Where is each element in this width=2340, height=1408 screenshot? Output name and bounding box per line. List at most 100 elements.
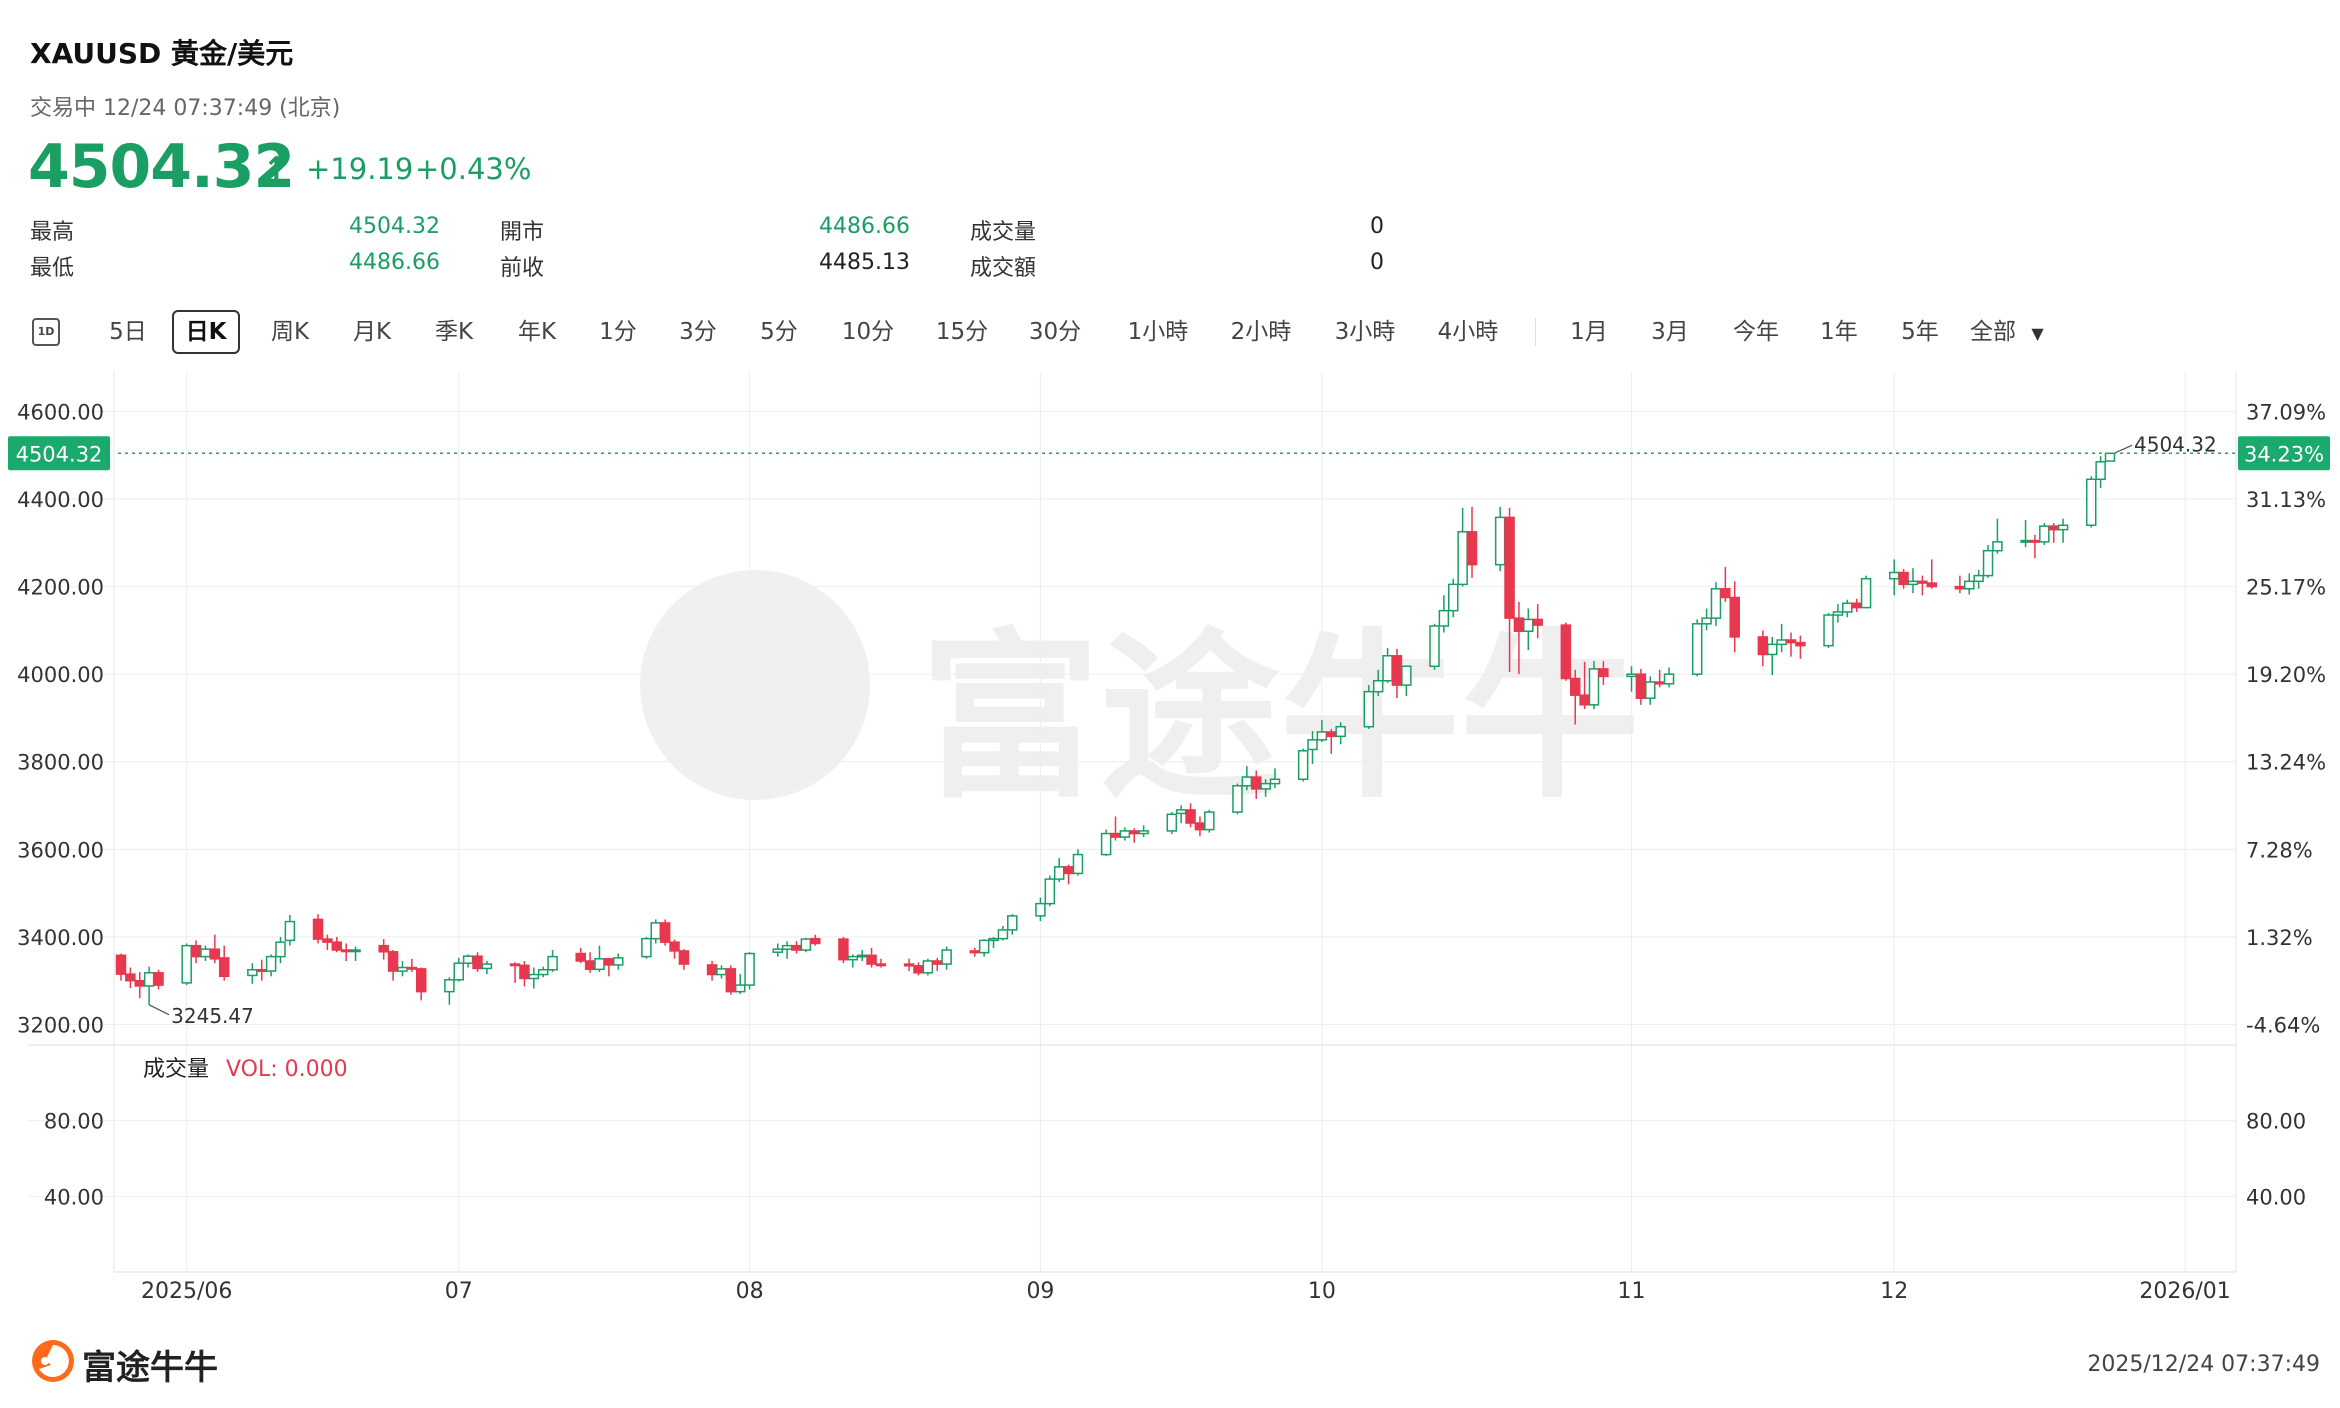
tab-15min[interactable]: 15分	[935, 319, 989, 345]
x-tick-label: 09	[1026, 1279, 1054, 1304]
tab-quarterly-k[interactable]: 季K	[434, 319, 474, 345]
candle-up	[1372, 679, 1384, 693]
candle-up	[2104, 452, 2116, 462]
price-chart: 富途牛牛 3200.00 -4.64% 3400.00 1.32% 3600.00 7.28…	[8, 372, 2330, 1304]
tab-1h[interactable]: 1小時	[1127, 319, 1189, 345]
watermark: 富途牛牛	[640, 570, 1640, 823]
tab-3min[interactable]: 3分	[679, 319, 717, 345]
candle-up	[1438, 609, 1450, 627]
candle-up	[1363, 690, 1375, 728]
tab-4h[interactable]: 4小時	[1437, 319, 1499, 345]
tab-yearly-k[interactable]: 年K	[517, 319, 557, 345]
candle-up	[800, 938, 812, 951]
candle-down	[669, 941, 680, 952]
candle-up	[200, 948, 211, 958]
last-pct-badge-label: 34.23%	[2244, 442, 2324, 466]
candle-down	[1954, 585, 1966, 590]
candle-down	[2029, 539, 2041, 543]
candle-up	[978, 939, 990, 954]
range-5y[interactable]: 5年	[1901, 319, 1939, 345]
tab-weekly-k[interactable]: 周K	[270, 319, 310, 345]
candle-up	[781, 944, 793, 950]
candle-down	[838, 938, 849, 961]
candle-down	[115, 954, 127, 975]
volume-label: 成交量	[970, 220, 1037, 245]
candle-up	[2020, 539, 2031, 543]
candle-down	[1654, 681, 1665, 685]
candle-up	[1072, 853, 1084, 875]
range-ytd[interactable]: 今年	[1733, 319, 1779, 345]
candle-down	[584, 960, 596, 971]
candle-down	[931, 960, 943, 965]
candle-up	[2095, 461, 2106, 481]
range-1y[interactable]: 1年	[1820, 319, 1858, 345]
high-label: 最高	[30, 220, 75, 245]
candle-up	[1588, 668, 1600, 706]
candle-up	[1776, 639, 1787, 646]
candle-down	[1466, 531, 1478, 566]
candle-down	[1504, 516, 1515, 619]
candle-up	[537, 968, 549, 976]
candle-up	[1973, 574, 1984, 583]
tab-2h[interactable]: 2小時	[1230, 319, 1292, 345]
candle-down	[706, 964, 718, 976]
candle-up	[1166, 813, 1178, 832]
candle-up	[1626, 673, 1637, 678]
tab-3h[interactable]: 3小時	[1334, 319, 1396, 345]
x-tick-label: 07	[445, 1279, 473, 1304]
volume-value: 0	[1370, 214, 1384, 239]
candle-up	[1523, 618, 1534, 632]
candle-down	[1635, 673, 1647, 699]
candle-up	[988, 937, 999, 942]
candle-down	[903, 963, 915, 967]
range-1m[interactable]: 1月	[1570, 319, 1608, 345]
tab-30min[interactable]: 30分	[1028, 319, 1082, 345]
candle-down	[1720, 588, 1731, 599]
candle-up	[1457, 531, 1468, 586]
candle-down	[1326, 731, 1337, 738]
candle-up	[744, 952, 755, 986]
candle-up	[181, 944, 192, 984]
candle-up	[1429, 625, 1440, 668]
candle-down	[218, 957, 230, 978]
calendar-1d-icon[interactable]: 1D	[32, 318, 60, 346]
candle-down	[1194, 822, 1206, 831]
candle-up	[1175, 809, 1187, 815]
tab-10min[interactable]: 10分	[841, 319, 895, 345]
volume-tick-label: 40.00	[44, 1185, 104, 1209]
candle-up	[2057, 524, 2069, 531]
price-tick-label: 3600.00	[17, 838, 104, 862]
candle-up	[1053, 866, 1065, 880]
candle-up	[1964, 580, 1975, 590]
volume-tick-label-right: 40.00	[2246, 1185, 2306, 1209]
candle-up	[1701, 617, 1712, 625]
candle-down	[256, 968, 267, 972]
tab-1min[interactable]: 1分	[599, 319, 637, 345]
range-all-dropdown[interactable]: 全部 ▼	[1970, 310, 2080, 354]
range-3m[interactable]: 3月	[1651, 319, 1689, 345]
candle-down	[1926, 582, 1937, 588]
prev-close-value: 4485.13	[819, 250, 910, 275]
period-toolbar: 1D 5日 日K 周K 月K 季K 年K 1分 3分 5分 10分 15分 30…	[30, 310, 2320, 354]
brand-name: 富途牛牛	[82, 1348, 218, 1388]
candle-up	[1992, 541, 2003, 552]
candle-up	[350, 949, 361, 953]
candle-down	[1898, 571, 1909, 586]
candle-down	[2048, 525, 2059, 531]
candle-up	[275, 941, 286, 958]
candle-up	[1842, 602, 1853, 613]
candle-down	[1569, 677, 1581, 696]
candle-up	[1382, 655, 1393, 682]
candle-down	[190, 944, 202, 958]
tab-monthly-k[interactable]: 月K	[352, 319, 392, 345]
candle-down	[415, 968, 427, 993]
candle-down	[1785, 639, 1797, 644]
up-arrow-icon: ↑	[262, 150, 291, 190]
page-title: XAUUSD 黃金/美元	[30, 37, 294, 70]
tab-5d[interactable]: 5日	[109, 319, 147, 345]
candle-up	[1044, 878, 1056, 905]
volume-value: VOL: 0.000	[226, 1057, 348, 1082]
candle-up	[1860, 577, 1872, 609]
tab-5min[interactable]: 5分	[760, 319, 798, 345]
tab-daily-k[interactable]: 日K	[172, 310, 240, 354]
